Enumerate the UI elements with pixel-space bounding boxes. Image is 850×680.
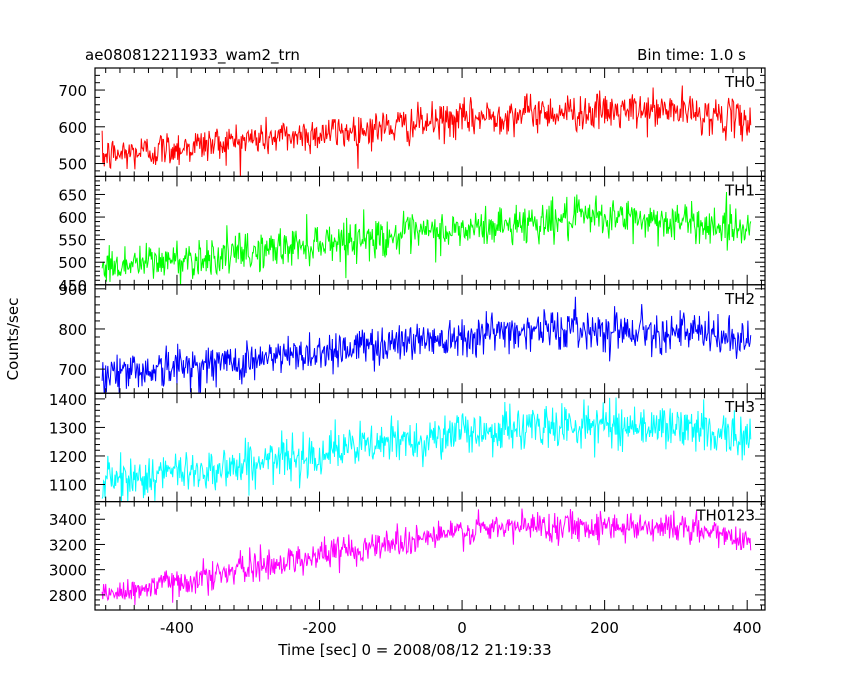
y-tick-label: 1400 — [49, 391, 87, 409]
x-axis-label: Time [sec] 0 = 2008/08/12 21:19:33 — [277, 641, 551, 659]
y-tick-label: 500 — [58, 254, 87, 272]
y-tick-label: 1300 — [49, 419, 87, 437]
panel-frame-th3 — [94, 392, 766, 503]
y-tick-label: 3400 — [49, 511, 87, 529]
series-line-th1 — [101, 192, 752, 285]
panel-label-th3: TH3 — [724, 398, 755, 416]
y-tick-label: 900 — [58, 281, 87, 299]
x-tick-label: -400 — [160, 619, 194, 637]
y-tick-label: 3000 — [49, 562, 87, 580]
panel-label-th2: TH2 — [724, 290, 755, 308]
y-tick-label: 500 — [58, 156, 87, 174]
y-tick-label: 1100 — [49, 476, 87, 494]
panel-label-th1: TH1 — [724, 181, 755, 199]
y-tick-label: 600 — [58, 209, 87, 227]
y-tick-label: 800 — [58, 321, 87, 339]
x-tick-label: -200 — [302, 619, 336, 637]
y-tick-label: 450 — [58, 277, 87, 295]
panel-label-th0: TH0 — [724, 73, 755, 91]
panel-label-th0123: TH0123 — [695, 507, 755, 525]
y-tick-label: 1200 — [49, 448, 87, 466]
y-tick-label: 650 — [58, 186, 87, 204]
series-line-th2 — [101, 296, 752, 394]
chart-title: ae080812211933_wam2_trn — [85, 46, 300, 64]
x-tick-label: 200 — [590, 619, 619, 637]
y-axis-label: Counts/sec — [4, 298, 22, 381]
series-line-th0123 — [101, 508, 752, 605]
y-tick-label: 3200 — [49, 536, 87, 554]
y-tick-label: 600 — [58, 119, 87, 137]
x-tick-label: 400 — [733, 619, 762, 637]
series-line-th3 — [101, 397, 752, 502]
y-tick-label: 550 — [58, 232, 87, 250]
y-tick-label: 700 — [58, 82, 87, 100]
series-line-th0 — [101, 85, 752, 177]
y-tick-label: 700 — [58, 361, 87, 379]
panel-frame-th0123 — [94, 501, 766, 611]
x-tick-label: 0 — [457, 619, 467, 637]
y-tick-label: 2800 — [49, 587, 87, 605]
bin-time-label: Bin time: 1.0 s — [637, 46, 746, 64]
